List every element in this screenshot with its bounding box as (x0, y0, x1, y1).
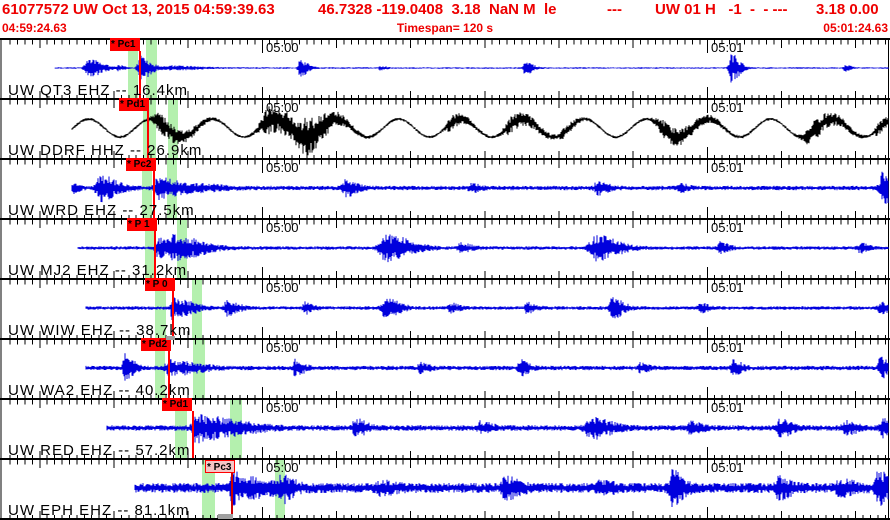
event-magnitude-values: 3.18 0.00 (816, 1, 879, 18)
waveform-wrd (71, 171, 889, 204)
pick-flag[interactable]: * P 0 (145, 278, 175, 291)
time-tick-marks (0, 400, 889, 458)
timespan-label: Timespan= 120 s (396, 21, 494, 35)
trace-panel-qt3[interactable]: 05:00 05:01 * Pc1 UW QT3 EHZ -- 16.4km (0, 38, 890, 98)
minute-label: 05:00 (266, 460, 299, 475)
minute-label: 05:01 (711, 160, 744, 175)
pick-flag[interactable]: * Pc2 (126, 158, 156, 171)
gray-marker (166, 336, 175, 340)
trace-panel-mj2[interactable]: 05:00 05:01 * P 1 UW MJ2 EHZ -- 31.2km (0, 218, 890, 278)
event-header: 61077572 UW Oct 13, 2015 04:59:39.63 46.… (0, 0, 890, 38)
trace-panel-wiw[interactable]: 05:00 05:01 * P 0 UW WIW EHZ -- 38.7km (0, 278, 890, 338)
minute-label: 05:01 (711, 400, 744, 415)
trace-plot-wiw (0, 280, 889, 338)
minute-label: 05:00 (266, 40, 299, 55)
minute-label: 05:00 (266, 160, 299, 175)
window-end-time: 05:01:24.63 (823, 21, 888, 35)
event-flags: --- (607, 1, 622, 18)
station-label: UW MJ2 EHZ -- 31.2km (8, 262, 188, 279)
trace-plot-mj2 (0, 220, 889, 278)
pick-flag[interactable]: * P 1 (127, 218, 157, 231)
pick-time-line[interactable] (147, 111, 149, 158)
pick-time-line[interactable] (153, 171, 155, 218)
pick-time-line[interactable] (231, 471, 233, 518)
waveform-wa2 (85, 353, 889, 381)
trace-panel-ddrf[interactable]: 05:00 05:01 * Pd1 UW DDRF HHZ -- 26.9km (0, 98, 890, 158)
station-label: UW WIW EHZ -- 38.7km (8, 322, 192, 339)
trace-plot-wrd (0, 160, 889, 218)
waveform-red (106, 414, 889, 444)
pick-time-line[interactable] (192, 411, 194, 458)
event-location-magnitude: 46.7328 -119.0408 3.18 NaN M le (318, 1, 557, 18)
pick-time-line[interactable] (168, 351, 170, 398)
minute-label: 05:00 (266, 280, 299, 295)
time-window-bar: 04:59:24.63 Timespan= 120 s 05:01:24.63 (0, 21, 890, 36)
waveform-wiw (85, 297, 889, 320)
time-tick-marks (0, 160, 889, 218)
waveform-mj2 (77, 234, 889, 263)
pick-flag[interactable]: * Pc3 (205, 460, 235, 473)
trace-panels: 05:00 05:01 * Pc1 UW QT3 EHZ -- 16.4km 05:00… (0, 38, 890, 520)
arrival-window-band (143, 100, 156, 158)
time-tick-marks (0, 460, 889, 518)
pick-time-line[interactable] (154, 231, 156, 278)
time-tick-marks (0, 100, 889, 158)
minute-label: 05:01 (711, 280, 744, 295)
pick-time-line[interactable] (139, 51, 141, 98)
minute-label: 05:00 (266, 220, 299, 235)
trace-panel-wa2[interactable]: 05:00 05:01 * Pd2 UW WA2 EHZ -- 40.2km (0, 338, 890, 398)
event-network-info: UW 01 H -1 - - --- (655, 1, 788, 18)
station-label: UW QT3 EHZ -- 16.4km (8, 82, 189, 99)
station-label: UW WA2 EHZ -- 40.2km (8, 382, 191, 399)
minute-label: 05:01 (711, 340, 744, 355)
waveform-eph (134, 468, 889, 507)
trace-panel-wrd[interactable]: 05:00 05:01 * Pc2 UW WRD EHZ -- 27.5km (0, 158, 890, 218)
pick-time-line[interactable] (172, 291, 174, 338)
pick-flag[interactable]: * Pd2 (141, 338, 171, 351)
waveform-qt3 (54, 54, 889, 83)
pick-flag[interactable]: * Pc1 (110, 38, 140, 51)
window-start-time: 04:59:24.63 (2, 21, 67, 35)
minute-label: 05:00 (266, 340, 299, 355)
gray-marker (218, 514, 233, 519)
arrival-window-band (128, 40, 138, 98)
minute-label: 05:01 (711, 220, 744, 235)
pick-flag[interactable]: * Pd1 (162, 398, 192, 411)
trace-plot-eph (0, 460, 889, 518)
station-label: UW EPH EHZ -- 81.1km (8, 502, 190, 519)
time-tick-marks (0, 280, 889, 338)
pick-flag[interactable]: * Pd1 (119, 98, 149, 111)
event-id-time: 61077572 UW Oct 13, 2015 04:59:39.63 (2, 1, 275, 18)
arrival-window-band (168, 100, 178, 158)
waveform-ddrf (71, 106, 889, 156)
minute-label: 05:00 (266, 400, 299, 415)
time-tick-marks (0, 340, 889, 398)
minute-label: 05:01 (711, 460, 744, 475)
trace-plot-qt3 (0, 40, 889, 98)
trace-panel-red[interactable]: 05:00 05:01 * Pd1 UW RED EHZ -- 57.2km (0, 398, 890, 458)
trace-panel-eph[interactable]: 05:00 05:01 * Pc3 UW EPH EHZ -- 81.1km (0, 458, 890, 518)
trace-plot-ddrf (0, 100, 889, 158)
trace-plot-wa2 (0, 340, 889, 398)
minute-label: 05:01 (711, 100, 744, 115)
station-label: UW RED EHZ -- 57.2km (8, 442, 191, 459)
time-tick-marks (0, 220, 889, 278)
time-tick-marks (0, 40, 889, 98)
station-label: UW DDRF HHZ -- 26.9km (8, 142, 203, 159)
minute-label: 05:01 (711, 40, 744, 55)
station-label: UW WRD EHZ -- 27.5km (8, 202, 195, 219)
minute-label: 05:00 (266, 100, 299, 115)
